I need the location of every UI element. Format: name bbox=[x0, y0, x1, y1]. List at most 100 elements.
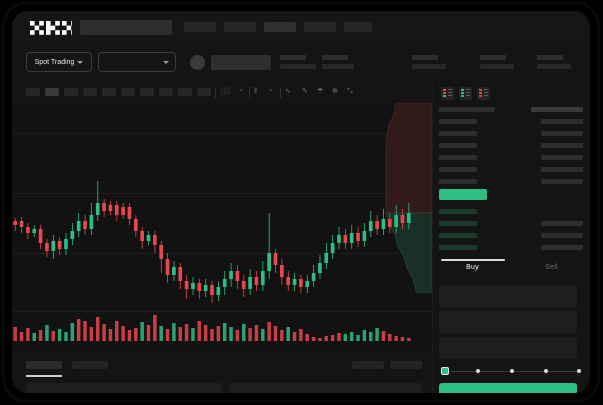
orderbook-row[interactable] bbox=[541, 233, 583, 238]
indicators-chevron-icon[interactable]: ⌄ bbox=[268, 86, 274, 93]
tab-active-indicator bbox=[26, 375, 62, 377]
tab-open-orders[interactable] bbox=[26, 361, 62, 369]
stat-volume bbox=[480, 55, 514, 69]
coin-avatar bbox=[190, 55, 205, 70]
timeframe-button-10[interactable] bbox=[197, 88, 211, 96]
nav-item-4[interactable] bbox=[304, 22, 336, 32]
orderbook-row[interactable] bbox=[541, 167, 583, 172]
timeframe-button-4[interactable] bbox=[83, 88, 97, 96]
timeframe-button-6[interactable] bbox=[121, 88, 135, 96]
nav-item-3[interactable] bbox=[264, 22, 296, 32]
trading-mode-label: Spot Trading bbox=[34, 58, 75, 66]
timeframe-button-8[interactable] bbox=[159, 88, 173, 96]
stat-low bbox=[412, 55, 446, 69]
timeframe-button-9[interactable] bbox=[178, 88, 192, 96]
chart-gridline bbox=[12, 193, 432, 194]
bottom-panel bbox=[12, 353, 432, 393]
fullscreen-icon[interactable]: ⤡ bbox=[347, 88, 353, 95]
orderbook-row[interactable] bbox=[541, 245, 583, 250]
chevron-down-icon bbox=[77, 60, 84, 64]
bottom-card-2[interactable] bbox=[230, 383, 422, 393]
okx-logo[interactable] bbox=[30, 21, 72, 35]
orderbook-mode-both-icon[interactable] bbox=[441, 87, 454, 100]
action-1[interactable] bbox=[352, 361, 384, 369]
chart-gridline bbox=[12, 311, 432, 312]
orderbook-header-label bbox=[439, 107, 495, 112]
orderbook-row[interactable] bbox=[439, 245, 477, 250]
orderbook-mode-bids-icon[interactable] bbox=[459, 87, 472, 100]
drawing-pen-icon[interactable]: ✎ bbox=[302, 88, 308, 95]
stat-high bbox=[322, 55, 354, 69]
tab-order-history[interactable] bbox=[72, 361, 108, 369]
amount-slider[interactable] bbox=[441, 367, 581, 376]
orderbook-row[interactable] bbox=[439, 179, 477, 184]
nav-item-5[interactable] bbox=[344, 22, 372, 32]
slider-stop-50[interactable] bbox=[510, 369, 514, 373]
slider-stop-25[interactable] bbox=[476, 369, 480, 373]
app-screen: Spot Trading bbox=[12, 11, 590, 393]
price-field[interactable] bbox=[439, 285, 577, 307]
search-input[interactable] bbox=[80, 20, 172, 35]
orderbook-row[interactable] bbox=[439, 143, 477, 148]
submit-order-button[interactable] bbox=[439, 383, 577, 393]
slider-handle[interactable] bbox=[441, 367, 449, 375]
orderbook-row[interactable] bbox=[439, 131, 477, 136]
chevron-down-icon bbox=[163, 60, 169, 64]
indicators-icon[interactable]: ‖ bbox=[254, 88, 257, 95]
orderbook-and-order-form: Buy Sell bbox=[432, 83, 590, 393]
settings-icon[interactable]: ✻ bbox=[332, 88, 338, 95]
orderbook-row[interactable] bbox=[541, 155, 583, 160]
timeframe-button-2[interactable] bbox=[45, 88, 59, 96]
stat-change bbox=[280, 55, 316, 69]
bottom-card-1[interactable] bbox=[26, 383, 222, 393]
price-chart[interactable] bbox=[12, 103, 432, 353]
chart-gridline bbox=[12, 253, 432, 254]
chart-type-icon[interactable]: ░░ bbox=[220, 88, 230, 95]
orderbook-row[interactable] bbox=[541, 131, 583, 136]
toolbar-divider bbox=[215, 87, 216, 98]
action-2[interactable] bbox=[390, 361, 422, 369]
orderbook-row[interactable] bbox=[541, 179, 583, 184]
chart-toolbar: ░░ ⌄ ‖ ⌄ ∿ ✎ ☂ ✻ ⤡ bbox=[12, 83, 432, 103]
orderbook-mode-asks-icon[interactable] bbox=[477, 87, 490, 100]
volume-series bbox=[13, 315, 411, 341]
alert-icon[interactable]: ☂ bbox=[317, 88, 324, 95]
toolbar-divider bbox=[280, 87, 281, 98]
orderbook-row[interactable] bbox=[439, 209, 477, 214]
orderbook-row[interactable] bbox=[439, 233, 477, 238]
orderbook-row[interactable] bbox=[439, 155, 477, 160]
order-form-tabs: Buy Sell bbox=[433, 259, 590, 281]
order-tab-active-indicator bbox=[441, 259, 505, 261]
orderbook-row[interactable] bbox=[541, 221, 583, 226]
stat-turnover bbox=[537, 55, 571, 69]
toolbar-divider bbox=[249, 87, 250, 98]
line-chart-icon[interactable]: ∿ bbox=[285, 88, 291, 95]
timeframe-button-3[interactable] bbox=[64, 88, 78, 96]
chart-type-chevron-icon[interactable]: ⌄ bbox=[238, 86, 244, 93]
orderbook-row[interactable] bbox=[439, 167, 477, 172]
trading-mode-selector[interactable]: Spot Trading bbox=[26, 52, 92, 72]
timeframe-button-5[interactable] bbox=[102, 88, 116, 96]
timeframe-button-7[interactable] bbox=[140, 88, 154, 96]
tab-buy[interactable]: Buy bbox=[466, 264, 479, 271]
slider-stop-100[interactable] bbox=[577, 369, 581, 373]
orderbook-row[interactable] bbox=[439, 119, 477, 124]
amount-field[interactable] bbox=[439, 311, 577, 333]
orderbook-row[interactable] bbox=[541, 143, 583, 148]
last-price bbox=[211, 55, 271, 70]
pair-selector[interactable] bbox=[98, 52, 176, 72]
orderbook-row[interactable] bbox=[439, 221, 477, 226]
nav-item-2[interactable] bbox=[224, 22, 256, 32]
orderbook-row[interactable] bbox=[541, 119, 583, 124]
timeframe-button-1[interactable] bbox=[26, 88, 40, 96]
device-frame: Spot Trading bbox=[5, 4, 597, 400]
tab-sell[interactable]: Sell bbox=[545, 264, 558, 271]
orderbook-display-modes bbox=[441, 87, 490, 100]
market-header: Spot Trading bbox=[12, 43, 590, 83]
top-navigation-bar bbox=[12, 11, 590, 43]
orderbook-header-label bbox=[531, 107, 583, 112]
nav-item-1[interactable] bbox=[184, 22, 216, 32]
total-field[interactable] bbox=[439, 337, 577, 359]
chart-gridline bbox=[12, 133, 432, 134]
slider-stop-75[interactable] bbox=[544, 369, 548, 373]
